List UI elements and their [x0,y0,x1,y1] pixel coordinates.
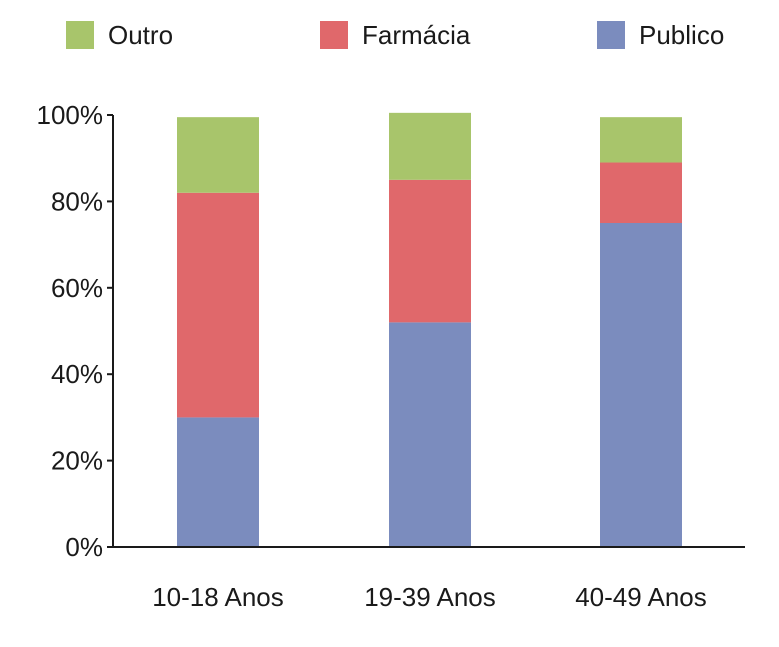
bar-40-49-anos-publico [600,223,682,547]
y-tick-label: 60% [51,273,103,303]
legend-label-publico: Publico [639,20,724,50]
legend: Outro Farmácia Publico [66,20,724,50]
bar-40-49-anos-outro [600,117,682,163]
legend-swatch-farmacia [320,21,348,49]
x-tick-label: 10-18 Anos [152,582,284,612]
legend-label-farmacia: Farmácia [362,20,471,50]
x-axis: 10-18 Anos 19-39 Anos 40-49 Anos [113,546,745,612]
y-tick-label: 100% [37,100,104,130]
bar-10-18-anos-outro [177,117,259,193]
legend-label-outro: Outro [108,20,173,50]
bar-40-49-anos-farmacia [600,162,682,223]
y-tick-label: 20% [51,446,103,476]
bar-19-39-anos-outro [389,112,471,180]
y-tick-label: 0% [65,532,103,562]
bar-10-18-anos-farmacia [177,192,259,418]
y-tick-label: 80% [51,186,103,216]
y-axis: 0% 20% 40% 60% 80% 100% [37,100,114,562]
bar-19-39-anos-publico [389,322,471,547]
bar-19-39-anos-farmacia [389,179,471,323]
legend-swatch-outro [66,21,94,49]
bars [177,112,682,547]
y-tick-label: 40% [51,359,103,389]
x-tick-label: 40-49 Anos [575,582,707,612]
x-tick-label: 19-39 Anos [364,582,496,612]
bar-10-18-anos-publico [177,417,259,547]
legend-swatch-publico [597,21,625,49]
